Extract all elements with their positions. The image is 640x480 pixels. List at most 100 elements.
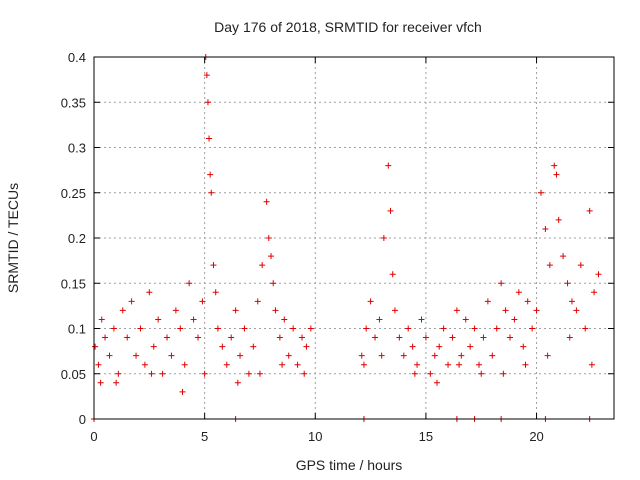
- y-tick-label: 0.4: [68, 50, 86, 65]
- data-point: [537, 189, 544, 196]
- data-point: [164, 334, 171, 341]
- data-point: [195, 334, 201, 341]
- data-point: [177, 325, 184, 332]
- data-point: [234, 379, 241, 386]
- data-point: [237, 352, 244, 359]
- data-point: [201, 370, 208, 377]
- data-point: [462, 316, 469, 323]
- data-point: [259, 262, 266, 269]
- data-point: [181, 361, 188, 368]
- data-point: [453, 307, 460, 314]
- data-point: [588, 361, 595, 368]
- data-point: [294, 361, 301, 368]
- y-tick-label: 0.35: [61, 95, 86, 110]
- data-point: [372, 334, 379, 341]
- data-point: [207, 171, 214, 178]
- x-axis-label: GPS time / hours: [296, 457, 403, 473]
- data-point: [586, 207, 593, 214]
- data-point: [555, 216, 562, 223]
- data-point: [591, 289, 598, 296]
- x-tick-label: 20: [529, 429, 543, 444]
- data-point: [367, 298, 374, 305]
- data-point: [219, 343, 226, 350]
- y-tick-label: 0.05: [61, 367, 86, 382]
- data-point: [380, 235, 387, 241]
- y-axis-label: SRMTID / TECUs: [5, 183, 21, 293]
- data-point: [524, 298, 531, 305]
- data-point: [376, 316, 383, 323]
- y-tick-label: 0.15: [61, 276, 86, 291]
- data-point: [250, 343, 257, 350]
- data-point: [449, 334, 456, 341]
- data-point: [150, 343, 157, 350]
- data-point: [582, 325, 589, 332]
- data-point: [456, 361, 463, 368]
- data-point: [458, 352, 465, 359]
- x-tick-label: 10: [308, 429, 322, 444]
- y-tick-label: 0.3: [68, 141, 86, 156]
- data-point: [290, 325, 297, 332]
- data-point: [560, 253, 567, 260]
- data-point: [245, 370, 252, 377]
- data-point: [544, 352, 551, 359]
- data-point: [471, 325, 478, 332]
- y-tick-label: 0: [79, 412, 86, 427]
- data-point: [270, 280, 277, 287]
- data-point: [254, 298, 261, 305]
- data-point: [212, 289, 219, 296]
- data-point: [358, 352, 365, 359]
- data-point: [204, 99, 211, 106]
- data-point: [97, 379, 104, 386]
- data-point: [400, 352, 407, 359]
- data-point: [427, 370, 434, 377]
- data-point: [440, 325, 447, 332]
- data-point: [265, 235, 272, 241]
- data-point: [206, 135, 213, 142]
- data-point: [141, 361, 148, 368]
- data-point: [396, 334, 403, 341]
- data-point: [533, 307, 540, 314]
- data-point: [203, 72, 210, 79]
- gridlines: [94, 57, 614, 419]
- data-point: [422, 334, 429, 341]
- data-point: [502, 307, 509, 314]
- data-point: [405, 325, 412, 332]
- data-point: [493, 325, 500, 332]
- data-point: [436, 343, 443, 350]
- data-point: [595, 271, 602, 278]
- data-point: [385, 162, 392, 169]
- data-point: [299, 334, 305, 341]
- x-tick-label: 0: [90, 429, 97, 444]
- data-point: [124, 334, 131, 341]
- data-point: [106, 352, 113, 359]
- data-point: [208, 189, 215, 196]
- data-point: [159, 370, 166, 377]
- data-point: [564, 280, 571, 287]
- data-point: [223, 361, 230, 368]
- data-point: [256, 370, 263, 377]
- data-point: [95, 361, 102, 368]
- data-point: [522, 361, 529, 368]
- data-point: [168, 352, 175, 359]
- data-point: [387, 207, 394, 214]
- data-point: [210, 262, 217, 269]
- data-point: [268, 253, 275, 260]
- data-point: [199, 298, 206, 305]
- data-point: [445, 361, 452, 368]
- data-point: [577, 262, 584, 269]
- data-point: [566, 334, 573, 341]
- data-point: [478, 370, 485, 377]
- data-point: [480, 334, 487, 341]
- data-point: [515, 289, 522, 296]
- data-point: [279, 361, 286, 368]
- data-point: [489, 352, 496, 359]
- data-point: [542, 225, 549, 232]
- data-point: [92, 343, 99, 350]
- data-point: [476, 361, 483, 368]
- data-point: [363, 325, 370, 332]
- data-point: [568, 298, 575, 305]
- data-point: [520, 343, 527, 350]
- data-point: [431, 352, 438, 359]
- data-point: [115, 370, 122, 377]
- data-point: [529, 325, 536, 332]
